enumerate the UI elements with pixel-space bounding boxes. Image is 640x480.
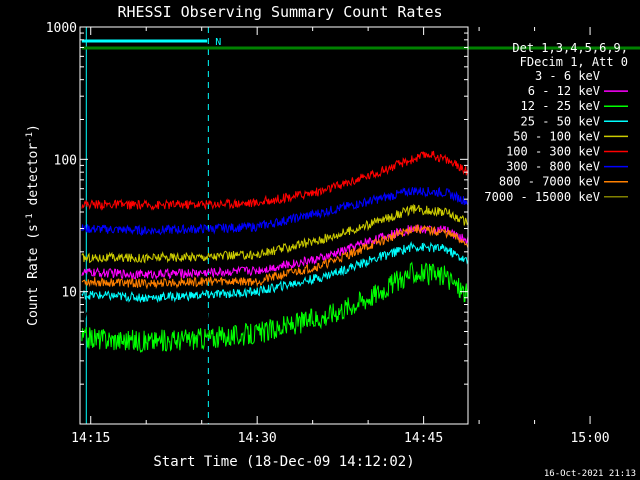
generation-timestamp: 16-Oct-2021 21:13 xyxy=(544,469,636,479)
chart-title: RHESSI Observing Summary Count Rates xyxy=(117,3,442,21)
y-axis-label-part2: detector xyxy=(26,143,41,214)
series-line-0 xyxy=(81,250,468,324)
x-tick-label: 14:45 xyxy=(404,431,443,446)
series-line-7 xyxy=(81,224,468,290)
annotation-layer: NRD0RD4 xyxy=(81,27,640,424)
night-label: N xyxy=(215,37,221,48)
legend-label-0: 3 - 6 keV xyxy=(535,69,600,83)
series-line-1 xyxy=(81,224,468,281)
y-axis-label-part1: Count Rate (s xyxy=(26,224,41,326)
x-axis-label: Start Time (18-Dec-09 14:12:02) xyxy=(153,454,414,470)
axis-ticks: 10001001014:1514:3014:4515:0015:1515:301… xyxy=(46,21,610,446)
legend-header-line1: Det 1,3,4,5,6,9, xyxy=(512,41,628,55)
series-line-3 xyxy=(81,241,468,304)
legend: Det 1,3,4,5,6,9, FDecim 1, Att 0 3 - 6 k… xyxy=(484,41,628,204)
series-layer xyxy=(81,150,468,353)
legend-label-7: 800 - 7000 keV xyxy=(499,175,600,189)
y-axis-label: Count Rate (s-1 detector-1) xyxy=(25,124,41,326)
legend-label-8: 7000 - 15000 keV xyxy=(484,190,600,204)
y-tick-label: 1000 xyxy=(46,21,77,36)
y-tick-label: 100 xyxy=(54,153,77,168)
x-tick-label: 14:15 xyxy=(71,431,110,446)
y-axis-label-sup2: -1 xyxy=(25,132,35,143)
legend-label-3: 25 - 50 keV xyxy=(521,114,600,128)
x-tick-label: 14:30 xyxy=(238,431,277,446)
y-axis-label-part3: ) xyxy=(26,124,41,132)
legend-header-line2: FDecim 1, Att 0 xyxy=(520,55,628,69)
legend-label-1: 6 - 12 keV xyxy=(528,84,600,98)
x-tick-label: 15:00 xyxy=(570,431,609,446)
series-line-6 xyxy=(81,186,468,237)
legend-label-6: 300 - 800 keV xyxy=(506,160,600,174)
series-line-2 xyxy=(81,261,468,353)
y-axis-label-sup1: -1 xyxy=(25,213,35,224)
plot-frame xyxy=(79,26,469,425)
legend-label-5: 100 - 300 keV xyxy=(506,145,600,159)
y-tick-label: 10 xyxy=(61,286,77,301)
legend-label-4: 50 - 100 keV xyxy=(513,129,600,143)
series-line-5 xyxy=(81,150,468,211)
series-line-4 xyxy=(81,203,468,264)
legend-label-2: 12 - 25 keV xyxy=(521,99,600,113)
